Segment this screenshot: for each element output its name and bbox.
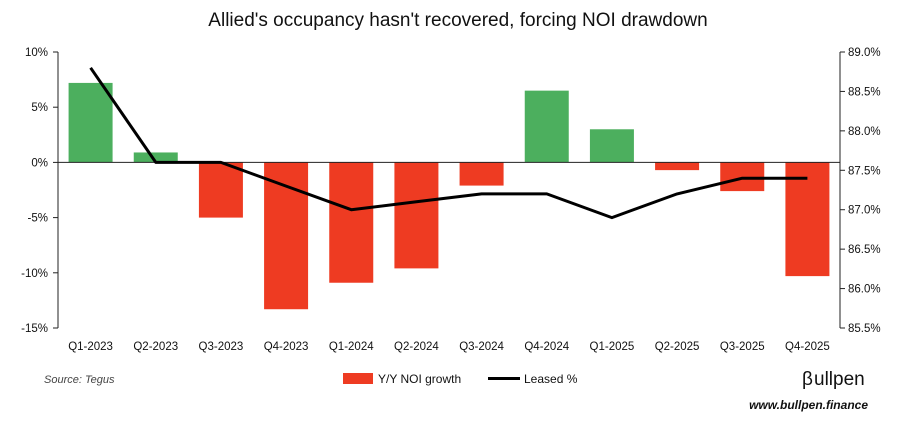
x-tick-label: Q1-2024 <box>329 341 374 353</box>
x-tick-label: Q3-2023 <box>199 341 244 353</box>
x-tick-label: Q3-2024 <box>459 341 504 353</box>
bar <box>133 152 178 163</box>
brand-name: ullpen <box>814 369 865 390</box>
bar <box>655 162 700 171</box>
x-tick-label: Q2-2024 <box>394 341 439 353</box>
bar-series <box>68 82 830 310</box>
right-tick-label: 87.0% <box>848 205 881 217</box>
legend-label-leased: Leased % <box>524 372 578 386</box>
source-note: Source: Tegus <box>44 374 115 386</box>
right-tick-label: 87.5% <box>848 165 881 177</box>
left-tick-label: -5% <box>28 213 48 225</box>
right-tick-label: 86.5% <box>848 244 881 256</box>
brand-glyph: β <box>802 369 813 390</box>
line-series <box>89 66 808 220</box>
right-tick-label: 86.0% <box>848 284 881 296</box>
right-tick-label: 85.5% <box>848 323 881 335</box>
left-tick-label: 0% <box>31 157 48 169</box>
chart-title: Allied's occupancy hasn't recovered, for… <box>208 10 707 31</box>
x-axis-labels: Q1-2023 Q2-2023 Q3-2023 Q4-2023 Q1-2024 Q2-20… <box>68 341 830 353</box>
x-tick-label: Q1-2025 <box>590 341 635 353</box>
left-tick-label: 5% <box>31 102 48 114</box>
bar <box>198 162 243 218</box>
right-tick-label: 88.5% <box>848 86 881 98</box>
legend-label-noi: Y/Y NOI growth <box>378 372 461 386</box>
bar <box>394 162 439 269</box>
bar <box>459 162 504 186</box>
x-tick-label: Q1-2023 <box>68 341 113 353</box>
x-tick-label: Q2-2025 <box>655 341 700 353</box>
bar <box>264 162 309 310</box>
x-tick-label: Q4-2024 <box>524 341 569 353</box>
bar <box>785 162 830 277</box>
x-tick-label: Q4-2023 <box>264 341 309 353</box>
left-axis-ticks: 10% 5% 0% -5% -10% -15% <box>21 47 58 335</box>
legend: Y/Y NOI growth Leased % <box>343 372 578 386</box>
x-tick-label: Q3-2025 <box>720 341 765 353</box>
legend-swatch-noi <box>343 373 373 384</box>
x-tick-label: Q4-2025 <box>785 341 830 353</box>
bar <box>589 129 634 163</box>
left-tick-label: -10% <box>21 268 48 280</box>
right-tick-label: 88.0% <box>848 126 881 138</box>
bar <box>329 162 374 283</box>
bar <box>524 90 569 163</box>
bar <box>68 82 113 163</box>
left-tick-label: -15% <box>21 323 48 335</box>
right-axis-ticks: 89.0% 88.5% 88.0% 87.5% 87.0% 86.5% 86.0% 85.5% <box>840 47 881 335</box>
left-tick-label: 10% <box>25 47 48 59</box>
brand-logo: β ullpen <box>802 369 865 390</box>
brand-url: www.bullpen.finance <box>749 398 868 412</box>
x-tick-label: Q2-2023 <box>133 341 178 353</box>
leased-line <box>89 66 808 220</box>
right-tick-label: 89.0% <box>848 47 881 59</box>
